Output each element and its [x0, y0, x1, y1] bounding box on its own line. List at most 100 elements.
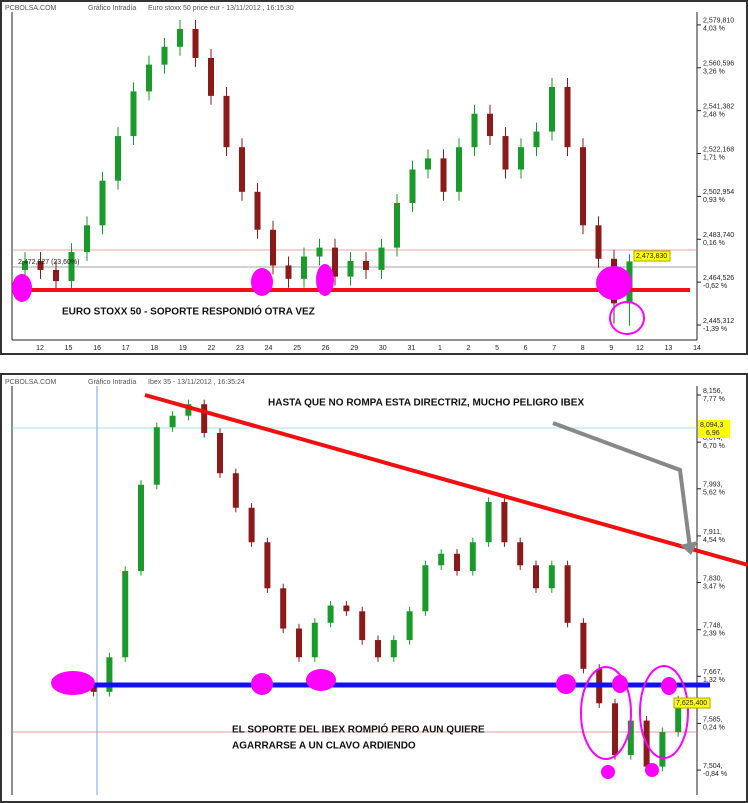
- candle-body: [485, 501, 492, 543]
- candle-body: [659, 732, 666, 767]
- candle-body: [517, 542, 524, 566]
- highlight: [661, 677, 677, 695]
- candle-body: [217, 432, 223, 474]
- candle-body: [363, 261, 369, 270]
- candle-body: [454, 553, 460, 572]
- candle-body: [264, 542, 271, 589]
- y-tick-label: 2,579,810: [703, 18, 734, 25]
- y-tick-label: 2,560,596: [703, 61, 734, 68]
- x-tick-label: 16: [93, 345, 101, 352]
- candle-body: [84, 225, 90, 253]
- candle-body: [564, 565, 571, 623]
- candle-body: [22, 261, 28, 270]
- candle-body: [248, 507, 255, 543]
- candle-body: [146, 64, 152, 92]
- price-box: [698, 420, 730, 438]
- x-tick-label: 17: [122, 345, 130, 352]
- candle-body: [161, 46, 168, 65]
- panel: [0, 0, 748, 355]
- candle-body: [232, 473, 239, 508]
- y-tick-label: 7,585,: [703, 716, 723, 723]
- candle-body: [471, 113, 478, 148]
- candle-body: [343, 605, 350, 612]
- y-tick-label: 2,464,526: [703, 275, 734, 282]
- y-tick-pct: 0,16 %: [703, 240, 725, 247]
- candle-body: [311, 622, 318, 658]
- x-tick-label: 23: [236, 345, 244, 352]
- candle-body: [487, 113, 493, 137]
- side-label: 6,96: [706, 430, 720, 437]
- candle-body: [580, 147, 586, 226]
- candle-body: [533, 131, 540, 148]
- y-tick-label: 2,502,954: [703, 189, 734, 196]
- header-text: Gráfico Intradía: [88, 5, 136, 12]
- y-tick-pct: 2,39 %: [703, 631, 725, 638]
- x-tick-label: 13: [665, 345, 673, 352]
- x-tick-label: 31: [407, 345, 415, 352]
- candle-body: [409, 169, 416, 203]
- x-tick-label: 18: [150, 345, 158, 352]
- highlight: [251, 673, 273, 695]
- y-tick-pct: 0,93 %: [703, 197, 725, 204]
- highlight: [51, 671, 95, 695]
- y-tick-label: 2,483,740: [703, 232, 734, 239]
- candle-body: [425, 158, 431, 170]
- candle-body: [301, 256, 307, 279]
- x-tick-label: 6: [524, 345, 528, 352]
- header-text: PCBOLSA.COM: [5, 5, 57, 12]
- candle-body: [422, 565, 429, 612]
- price-label: 7,625,400: [676, 700, 707, 707]
- candle-body: [239, 147, 245, 192]
- y-tick-label: 7,830,: [703, 575, 723, 582]
- y-tick-pct: 4,03 %: [703, 26, 725, 33]
- candle-body: [627, 720, 634, 756]
- candle-body: [327, 605, 334, 623]
- y-tick-pct: 0,24 %: [703, 724, 725, 731]
- x-tick-label: 19: [179, 345, 187, 352]
- y-tick-label: 7,911,: [703, 529, 722, 536]
- annotation: AGARRARSE A UN CLAVO ARDIENDO: [232, 741, 416, 752]
- x-tick-label: 15: [65, 345, 73, 352]
- candle-body: [438, 553, 445, 566]
- highlight: [596, 266, 632, 300]
- x-tick-label: 5: [495, 345, 499, 352]
- annotation: EURO STOXX 50 - SOPORTE RESPONDIÓ OTRA V…: [62, 305, 315, 318]
- y-tick-pct: 6,70 %: [703, 443, 725, 450]
- price-label: 2,473,830: [636, 253, 667, 260]
- candle-body: [518, 147, 524, 170]
- y-tick-label: 7,748,: [703, 623, 723, 630]
- annotation: HASTA QUE NO ROMPA ESTA DIRECTRIZ, MUCHO…: [268, 398, 584, 409]
- header-text: Gráfico Intradía: [88, 379, 136, 386]
- candle-body: [469, 542, 476, 572]
- y-tick-label: 7,667,: [703, 669, 723, 676]
- y-tick-pct: 1,71 %: [703, 154, 725, 161]
- trend-line: [144, 393, 748, 567]
- y-tick-pct: 4,54 %: [703, 537, 725, 544]
- x-tick-label: 7: [552, 345, 556, 352]
- y-tick-pct: 3,26 %: [703, 69, 725, 76]
- candle-body: [122, 571, 129, 658]
- y-tick-label: 8,156,: [703, 388, 723, 395]
- candle-body: [316, 247, 323, 257]
- candle-body: [347, 261, 354, 277]
- highlight: [316, 264, 334, 296]
- candle-body: [68, 252, 75, 282]
- candle-body: [115, 136, 121, 181]
- x-tick-label: 1: [438, 345, 442, 352]
- candle-body: [153, 427, 160, 485]
- highlight: [12, 274, 32, 302]
- highlight-ring: [580, 666, 632, 760]
- highlight: [251, 268, 273, 296]
- candle-body: [138, 484, 144, 572]
- candle-body: [169, 415, 176, 428]
- y-tick-pct: -0,62 %: [703, 283, 727, 290]
- y-tick-pct: 2,48 %: [703, 111, 725, 118]
- candle-body: [53, 269, 59, 282]
- candle-body: [394, 202, 400, 248]
- candle-body: [99, 180, 106, 226]
- candle-body: [440, 158, 447, 192]
- x-tick-label: 12: [36, 345, 44, 352]
- candle-body: [201, 404, 208, 433]
- candle-body: [549, 86, 555, 132]
